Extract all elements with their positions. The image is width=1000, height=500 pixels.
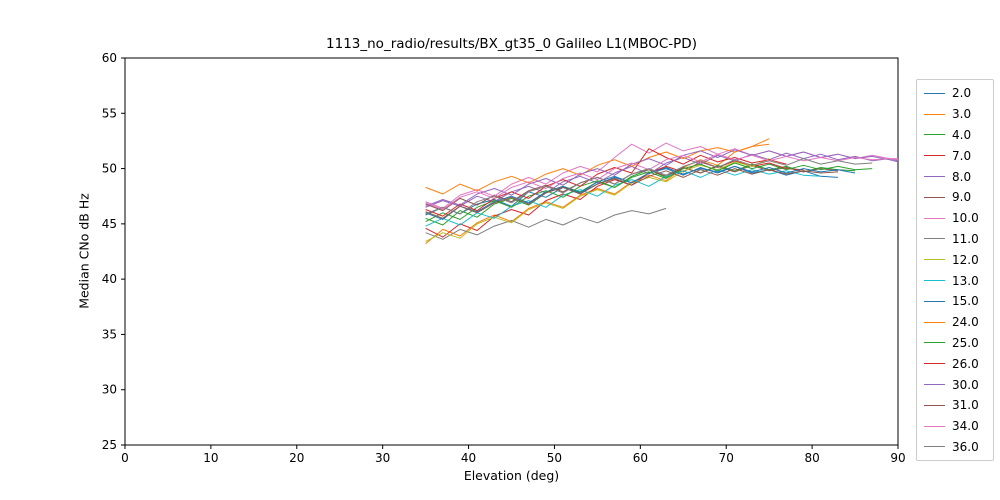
y-tick-label: 35 [102, 327, 117, 341]
legend-item-36.0: 36.0 [924, 437, 993, 458]
y-tick-label: 60 [102, 51, 117, 65]
legend-label: 30.0 [952, 377, 979, 392]
legend-swatch [924, 342, 945, 344]
legend-item-10.0: 10.0 [924, 208, 993, 229]
series-line-26.0 [425, 148, 787, 217]
series-line-25.0 [425, 162, 873, 223]
legend-swatch [924, 425, 945, 427]
legend-label: 11.0 [952, 231, 979, 246]
legend-item-8.0: 8.0 [924, 166, 993, 187]
legend-item-2.0: 2.0 [924, 83, 993, 104]
y-tick-label: 55 [102, 106, 117, 120]
legend-label: 24.0 [952, 315, 979, 330]
plot-frame [124, 57, 899, 446]
legend-swatch [924, 259, 945, 261]
x-tick-label: 60 [633, 451, 648, 465]
legend-swatch [924, 217, 945, 219]
series-line-15.0 [425, 165, 856, 220]
legend-label: 36.0 [952, 439, 979, 454]
series-line-24.0 [425, 143, 770, 195]
legend-label: 26.0 [952, 356, 979, 371]
x-tick-label: 40 [461, 451, 476, 465]
legend-label: 31.0 [952, 398, 979, 413]
legend-item-3.0: 3.0 [924, 104, 993, 125]
legend-swatch [924, 404, 945, 406]
chart-title: 1113_no_radio/results/BX_gt35_0 Galileo … [326, 36, 697, 52]
legend-item-31.0: 31.0 [924, 395, 993, 416]
legend-swatch [924, 155, 945, 157]
legend-swatch [924, 92, 945, 94]
series-line-36.0 [425, 158, 873, 215]
legend-label: 7.0 [952, 148, 972, 163]
legend-label: 12.0 [952, 252, 979, 267]
y-tick-label: 30 [102, 383, 117, 397]
series-line-34.0 [425, 153, 899, 210]
legend-label: 15.0 [952, 294, 979, 309]
legend-label: 8.0 [952, 169, 972, 184]
y-tick-label: 25 [102, 438, 117, 452]
legend-swatch [924, 176, 945, 178]
x-axis-label: Elevation (deg) [463, 468, 560, 483]
series-line-31.0 [425, 168, 838, 219]
x-tick-label: 0 [121, 451, 129, 465]
x-tick-label: 90 [890, 451, 905, 465]
legend-label: 25.0 [952, 335, 979, 350]
series-line-30.0 [425, 149, 899, 207]
legend-item-15.0: 15.0 [924, 291, 993, 312]
x-tick-label: 50 [547, 451, 562, 465]
legend-swatch [924, 113, 945, 115]
series-line-4.0 [425, 163, 856, 226]
legend-swatch [924, 238, 945, 240]
series-line-7.0 [425, 160, 804, 238]
legend-item-13.0: 13.0 [924, 270, 993, 291]
legend-item-9.0: 9.0 [924, 187, 993, 208]
legend-label: 10.0 [952, 211, 979, 226]
series-line-13.0 [425, 169, 821, 227]
legend-label: 9.0 [952, 190, 972, 205]
legend-label: 13.0 [952, 273, 979, 288]
legend-label: 2.0 [952, 86, 972, 101]
x-tick-label: 20 [289, 451, 304, 465]
legend-item-11.0: 11.0 [924, 229, 993, 250]
y-tick-label: 40 [102, 272, 117, 286]
x-tick-label: 70 [719, 451, 734, 465]
legend-item-24.0: 24.0 [924, 312, 993, 333]
legend-swatch [924, 134, 945, 136]
legend-swatch [924, 300, 945, 302]
legend-item-25.0: 25.0 [924, 333, 993, 354]
legend-swatch [924, 321, 945, 323]
legend: 2.0 3.0 4.0 7.0 8.0 9.0 10.0 11.0 12.0 13.0 15.0 24… [916, 79, 994, 462]
legend-swatch [924, 363, 945, 365]
series-line-11.0 [425, 207, 667, 240]
legend-label: 3.0 [952, 107, 972, 122]
legend-swatch [924, 384, 945, 386]
x-tick-label: 30 [375, 451, 390, 465]
y-tick-label: 50 [102, 162, 117, 176]
x-tick-label: 80 [804, 451, 819, 465]
legend-item-26.0: 26.0 [924, 353, 993, 374]
legend-item-4.0: 4.0 [924, 125, 993, 146]
legend-item-30.0: 30.0 [924, 374, 993, 395]
y-tick-label: 45 [102, 217, 117, 231]
x-tick-label: 10 [203, 451, 218, 465]
legend-item-12.0: 12.0 [924, 249, 993, 270]
legend-swatch [924, 196, 945, 198]
series-line-3.0 [425, 138, 770, 245]
legend-item-34.0: 34.0 [924, 416, 993, 437]
legend-swatch [924, 446, 945, 448]
legend-label: 4.0 [952, 127, 972, 142]
legend-item-7.0: 7.0 [924, 145, 993, 166]
legend-swatch [924, 280, 945, 282]
legend-label: 34.0 [952, 419, 979, 434]
